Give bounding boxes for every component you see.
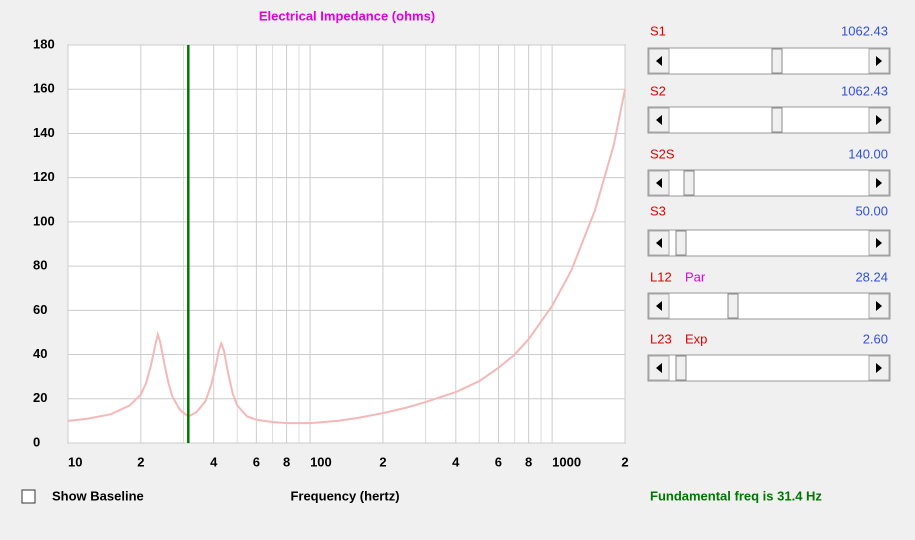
- chart-title: Electrical Impedance (ohms): [259, 8, 435, 23]
- slider-track[interactable]: [647, 47, 891, 75]
- control-name: L12: [650, 269, 672, 284]
- control-value: 50.00: [855, 203, 888, 218]
- checkbox-label[interactable]: Show Baseline: [52, 488, 144, 503]
- y-tick-label: 60: [33, 302, 47, 317]
- y-tick-label: 180: [33, 36, 55, 51]
- right-arrow: [876, 115, 882, 125]
- y-tick-label: 100: [33, 213, 55, 228]
- control-name: S2: [650, 83, 666, 98]
- checkbox[interactable]: [21, 489, 36, 504]
- left-arrow: [656, 363, 662, 373]
- x-tick-label: 1000: [552, 454, 581, 469]
- impedance-curve: [67, 89, 626, 425]
- y-tick-label: 0: [33, 434, 40, 449]
- control-mode: Exp: [685, 331, 707, 346]
- x-axis-label: Frequency (hertz): [290, 488, 399, 503]
- right-arrow: [876, 178, 882, 188]
- control-value: 140.00: [848, 146, 888, 161]
- slider-track[interactable]: [647, 229, 891, 257]
- slider-track[interactable]: [647, 106, 891, 134]
- x-tick-label: 10: [68, 454, 82, 469]
- slider-track[interactable]: [647, 354, 891, 382]
- y-tick-label: 80: [33, 258, 47, 273]
- control-value: 1062.43: [841, 23, 888, 38]
- x-tick-label: 6: [253, 454, 260, 469]
- plot-area: [67, 44, 626, 444]
- control-mode: Par: [685, 269, 706, 284]
- x-tick-label: 100: [310, 454, 332, 469]
- grid: [67, 44, 626, 444]
- slider-thumb[interactable]: [675, 230, 687, 256]
- left-arrow: [656, 238, 662, 248]
- slider-thumb[interactable]: [675, 355, 687, 381]
- y-tick-label: 140: [33, 125, 55, 140]
- x-tick-label: 8: [283, 454, 290, 469]
- control-value: 28.24: [855, 269, 888, 284]
- x-tick-label: 4: [210, 454, 218, 469]
- right-arrow: [876, 301, 882, 311]
- y-tick-label: 120: [33, 169, 55, 184]
- x-tick-label: 6: [495, 454, 502, 469]
- right-arrow: [876, 238, 882, 248]
- control-name: S3: [650, 203, 666, 218]
- x-tick-label: 2: [137, 454, 144, 469]
- slider-thumb[interactable]: [771, 107, 783, 133]
- y-tick-label: 40: [33, 346, 47, 361]
- x-tick-label: 2: [379, 454, 386, 469]
- left-arrow: [656, 56, 662, 66]
- status-text: Fundamental freq is 31.4 Hz: [650, 488, 822, 503]
- x-tick-label: 8: [525, 454, 532, 469]
- left-arrow: [656, 115, 662, 125]
- control-value: 1062.43: [841, 83, 888, 98]
- left-arrow: [656, 178, 662, 188]
- slider-thumb[interactable]: [771, 48, 783, 74]
- marks: [67, 45, 626, 443]
- slider-track[interactable]: [647, 292, 891, 320]
- right-arrow: [876, 363, 882, 373]
- y-tick-label: 20: [33, 390, 47, 405]
- right-arrow: [876, 56, 882, 66]
- x-tick-label: 4: [452, 454, 460, 469]
- left-arrow: [656, 301, 662, 311]
- x-tick-label: 2: [621, 454, 628, 469]
- control-value: 2.60: [863, 331, 888, 346]
- y-tick-label: 160: [33, 81, 55, 96]
- controls: S1 1062.43 S2 1062.43 S2S 140.00 S3 50.00 L12 Par…: [647, 23, 891, 382]
- slider-thumb[interactable]: [727, 293, 739, 319]
- slider-thumb[interactable]: [683, 170, 695, 196]
- control-name: L23: [650, 331, 672, 346]
- control-name: S1: [650, 23, 666, 38]
- control-name: S2S: [650, 146, 675, 161]
